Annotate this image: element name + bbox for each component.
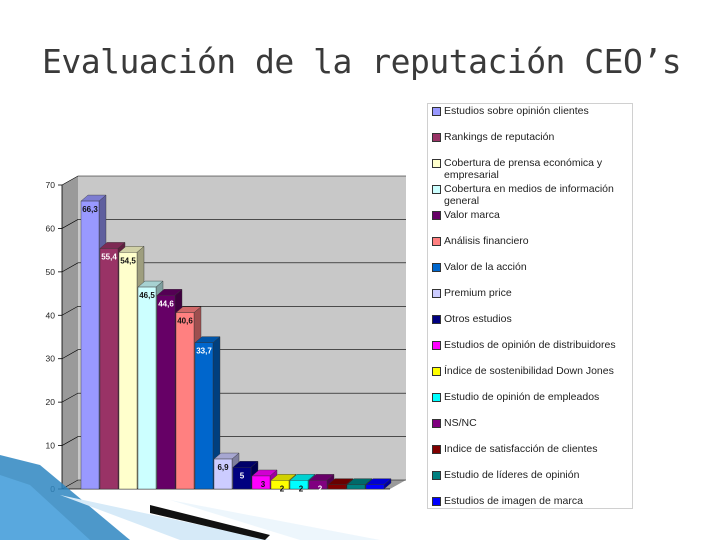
plot-side-wall <box>62 176 78 489</box>
legend-label: Índice de sostenibilidad Down Jones <box>444 365 614 377</box>
chart-bars <box>80 194 392 490</box>
legend-label: Valor marca <box>444 209 500 221</box>
bar-value-label: 40,6 <box>177 317 193 326</box>
legend-label: Premium price <box>444 287 512 299</box>
bar-value-label: 1 <box>356 489 361 498</box>
y-gridline <box>61 392 406 403</box>
legend-swatch <box>432 133 441 142</box>
legend-swatch <box>432 211 441 220</box>
y-tick-label: 50 <box>46 267 56 277</box>
bar-value-label: 66,3 <box>82 205 98 214</box>
bar-value-label: 6,9 <box>217 463 229 472</box>
legend-label: Estudios de opinión de distribuidores <box>444 339 616 351</box>
legend-swatch <box>432 445 441 454</box>
legend-swatch <box>432 419 441 428</box>
legend-label: Estudio de opinión de empleados <box>444 391 600 403</box>
bar-value-label: 55,4 <box>101 252 117 261</box>
bar-value-label: 3 <box>261 480 266 489</box>
legend-swatch <box>432 315 441 324</box>
bar-value-label: 2 <box>299 484 304 493</box>
y-gridline <box>61 305 406 316</box>
legend-label: Análisis financiero <box>444 235 529 247</box>
y-gridline <box>61 436 406 446</box>
legend-label: Estudios sobre opinión clientes <box>444 105 589 117</box>
legend-label: Estudios de imagen de marca <box>444 495 583 507</box>
y-gridline <box>61 219 406 229</box>
legend-swatch <box>432 237 441 246</box>
y-gridline <box>61 175 406 186</box>
legend-label: Valor de la acción <box>444 261 527 273</box>
legend-label: NS/NC <box>444 417 477 429</box>
bar <box>194 336 221 490</box>
y-gridline <box>61 349 406 359</box>
bar-value-label: 1 <box>375 489 380 498</box>
legend-swatch <box>432 263 441 272</box>
bar-value-label: 5 <box>240 471 245 480</box>
chart-legend: Estudios sobre opinión clientes Rankings … <box>428 104 632 508</box>
y-tick-label: 10 <box>46 441 56 451</box>
legend-swatch <box>432 393 441 402</box>
legend-swatch <box>432 471 441 480</box>
legend-swatch <box>432 289 441 298</box>
bar-value-label: 1 <box>337 489 342 498</box>
slide-title: Evaluación de la reputación CEO’s <box>42 42 682 81</box>
bar-value-label: 46,5 <box>139 291 155 300</box>
legend-swatch <box>432 367 441 376</box>
y-tick-label: 20 <box>46 397 56 407</box>
bar-value-label: 2 <box>280 484 285 493</box>
chart-data-labels: 66,3 55,4 54,5 46,544,640,6 33,7 6,9 5 3 2 2 2 1 1 1 <box>82 205 380 498</box>
bar <box>365 478 392 490</box>
y-tick-label: 40 <box>46 310 56 320</box>
bar-value-label: 54,5 <box>120 256 136 265</box>
legend-label: Estudio de líderes de opinión <box>444 469 580 481</box>
y-tick-label: 60 <box>46 223 56 233</box>
bar-value-label: 33,7 <box>196 347 212 356</box>
y-tick-label: 30 <box>46 354 56 364</box>
legend-swatch <box>432 107 441 116</box>
legend-swatch <box>432 497 441 506</box>
legend-label: Otros estudios <box>444 313 512 325</box>
bar-value-label: 2 <box>318 484 323 493</box>
legend-swatch <box>432 185 441 194</box>
y-tick-label: 70 <box>46 180 56 190</box>
legend-label: Indice de satisfacción de clientes <box>444 443 598 455</box>
bar-value-label: 44,6 <box>158 299 174 308</box>
y-gridline <box>61 262 406 273</box>
slide-decoration <box>0 455 380 540</box>
legend-swatch <box>432 159 441 168</box>
legend-swatch <box>432 341 441 350</box>
legend-label: Cobertura en medios de información gener… <box>444 183 614 207</box>
legend-label: Rankings de reputación <box>444 131 555 143</box>
legend-label: Cobertura de prensa económica y empresar… <box>444 157 603 181</box>
